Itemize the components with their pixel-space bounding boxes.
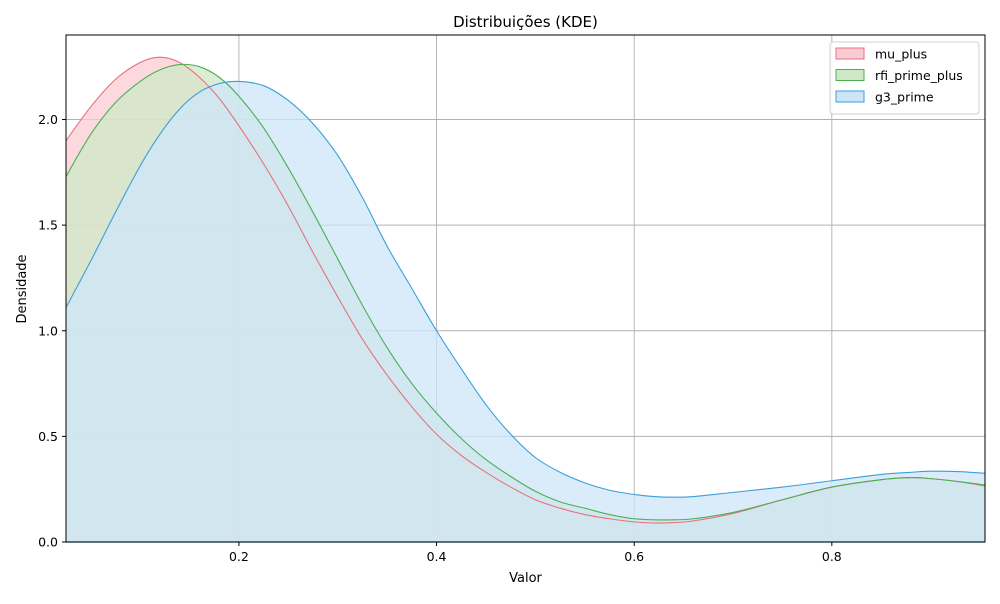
x-axis-label: Valor xyxy=(509,571,542,586)
legend-swatch-mu-plus xyxy=(835,47,865,60)
legend-label-mu-plus: mu_plus xyxy=(875,47,927,62)
axes: 0.2 0.4 0.6 0.8 0.0 0.5 1.0 1.5 2.0 xyxy=(38,34,986,564)
line-rfi-prime-plus xyxy=(65,63,986,521)
line-g3-prime xyxy=(65,80,986,498)
chart-title: Distribuições (KDE) xyxy=(453,13,598,31)
y-axis-label: Densidade xyxy=(15,254,30,323)
y-tick-label: 0.5 xyxy=(38,429,58,444)
series-lines xyxy=(65,56,986,524)
legend-entries: mu_plus rfi_prime_plus g3_prime xyxy=(835,47,963,105)
y-tick-label: 1.0 xyxy=(38,323,58,338)
legend-frame xyxy=(829,41,980,115)
legend-swatch-g3-prime xyxy=(835,90,865,103)
area-g3-prime xyxy=(66,81,985,542)
x-tick-label: 0.8 xyxy=(822,549,842,564)
y-tick-label: 2.0 xyxy=(38,112,58,127)
legend-label-rfi-prime-plus: rfi_prime_plus xyxy=(875,68,963,83)
series-areas xyxy=(65,56,986,543)
y-tick-label: 0.0 xyxy=(38,535,58,550)
legend-label-g3-prime: g3_prime xyxy=(875,90,934,105)
legend: mu_plus rfi_prime_plus g3_prime xyxy=(829,41,980,115)
y-tick-label: 1.5 xyxy=(38,218,58,233)
plot-frame xyxy=(65,34,986,543)
x-tick-label: 0.4 xyxy=(427,549,447,564)
legend-swatch-rfi-prime-plus xyxy=(835,69,865,81)
x-tick-label: 0.2 xyxy=(229,549,249,564)
x-tick-label: 0.6 xyxy=(624,549,644,564)
